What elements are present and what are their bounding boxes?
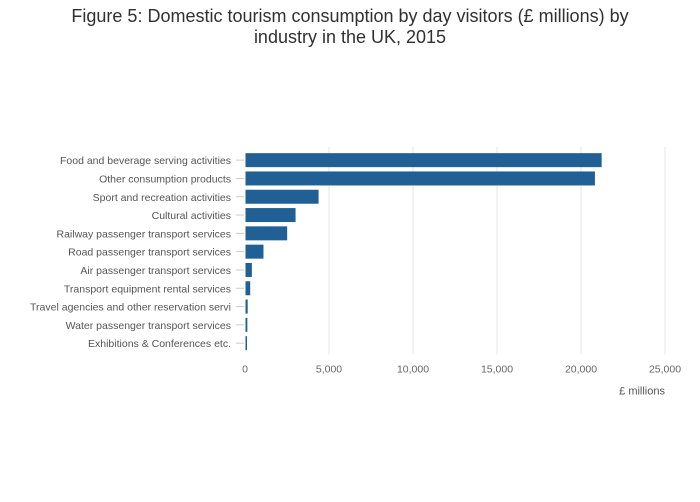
bar-6 xyxy=(245,262,252,277)
category-label-8: Travel agencies and other reservation se… xyxy=(30,302,231,314)
bar-1 xyxy=(245,171,595,186)
x-tick-label-5: 25,000 xyxy=(649,363,681,375)
bars xyxy=(245,153,602,351)
x-tick-labels: 0 5,000 10,000 15,000 20,000 25,000 xyxy=(242,363,681,375)
category-label-1: Other consumption products xyxy=(99,173,231,185)
chart-title-line-1: Figure 5: Domestic tourism consumption b… xyxy=(71,6,629,26)
category-ticks xyxy=(236,159,244,344)
category-label-9: Water passenger transport services xyxy=(66,320,231,332)
bar-5 xyxy=(245,244,264,259)
bar-8 xyxy=(245,299,248,314)
x-tick-label-0: 0 xyxy=(242,363,248,375)
bar-9 xyxy=(245,317,248,332)
x-axis-title: £ millions xyxy=(619,385,665,397)
chart-title-line-2: industry in the UK, 2015 xyxy=(253,27,447,47)
category-label-10: Exhibitions & Conferences etc. xyxy=(88,338,231,350)
bar-2 xyxy=(245,189,319,204)
bar-3 xyxy=(245,208,296,223)
category-label-7: Transport equipment rental services xyxy=(64,283,231,295)
x-tick-label-2: 10,000 xyxy=(397,363,429,375)
bar-4 xyxy=(245,226,288,241)
x-tick-label-1: 5,000 xyxy=(316,363,342,375)
chart-title: Figure 5: Domestic tourism consumption b… xyxy=(0,6,700,48)
category-labels: Food and beverage serving activities Othe… xyxy=(30,155,231,350)
bar-7 xyxy=(245,281,251,296)
bar-10 xyxy=(245,336,247,351)
category-label-2: Sport and recreation activities xyxy=(93,192,231,204)
category-label-0: Food and beverage serving activities xyxy=(60,155,231,167)
category-label-3: Cultural activities xyxy=(152,210,231,222)
category-label-4: Railway passenger transport services xyxy=(57,228,232,240)
x-tick-label-4: 20,000 xyxy=(565,363,597,375)
bar-0 xyxy=(245,153,602,168)
category-label-6: Air passenger transport services xyxy=(80,265,231,277)
x-tick-label-3: 15,000 xyxy=(481,363,513,375)
category-label-5: Road passenger transport services xyxy=(68,247,231,259)
